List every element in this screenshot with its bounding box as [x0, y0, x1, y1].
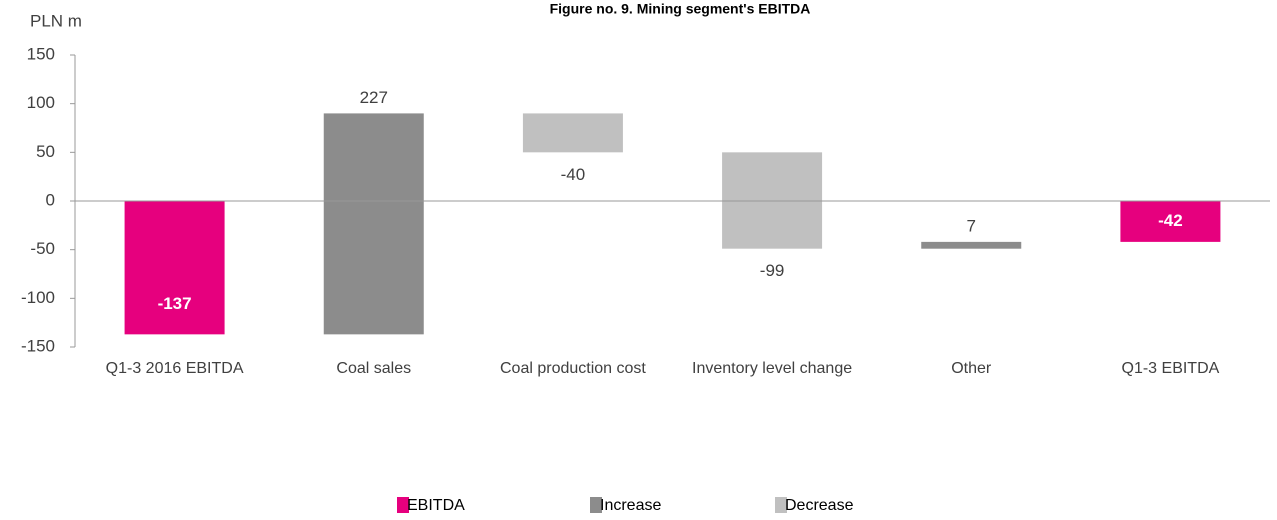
data-label: -137	[158, 294, 192, 313]
legend-label: Decrease	[785, 497, 854, 514]
legend-label: Increase	[600, 497, 661, 514]
y-axis-label: PLN m	[30, 11, 82, 30]
legend-swatch	[397, 497, 409, 513]
y-tick-label: 150	[27, 44, 55, 63]
y-tick-label: -150	[21, 336, 55, 355]
y-tick-label: -100	[21, 288, 55, 307]
y-tick-label: 50	[36, 142, 55, 161]
bar	[921, 241, 1022, 249]
y-tick-label: -50	[30, 239, 55, 258]
bar	[323, 113, 424, 335]
data-label: 227	[360, 88, 388, 107]
x-tick-label: Q1-3 2016 EBITDA	[106, 360, 244, 377]
bar	[1120, 201, 1221, 242]
x-tick-label: Q1-3 EBITDA	[1122, 360, 1220, 377]
x-tick-label: Other	[951, 360, 992, 377]
legend-swatch	[590, 497, 602, 513]
bar	[124, 201, 225, 335]
data-label: 7	[967, 216, 976, 235]
x-tick-label: Coal sales	[336, 360, 411, 377]
x-tick-label: Coal production cost	[500, 360, 646, 377]
bar	[522, 113, 623, 153]
data-label: -40	[561, 165, 586, 184]
y-tick-label: 0	[46, 190, 55, 209]
legend-label: EBITDA	[407, 497, 465, 514]
y-tick-label: 100	[27, 93, 55, 112]
data-label: -42	[1158, 211, 1183, 230]
chart-title: Figure no. 9. Mining segment's EBITDA	[550, 1, 811, 17]
data-label: -99	[760, 261, 785, 280]
x-tick-label: Inventory level change	[692, 360, 852, 377]
legend-swatch	[775, 497, 787, 513]
